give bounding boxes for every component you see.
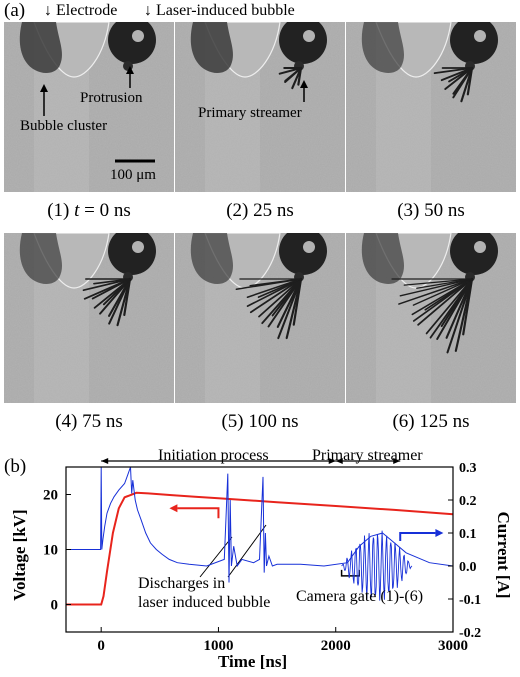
frame-caption-4: (4) 75 ns (55, 411, 123, 432)
primary-streamer-label: Primary streamer (312, 447, 423, 464)
initiation-arrowhead-left (101, 458, 109, 464)
initiation-arrowhead-right (328, 458, 336, 464)
chart-annotations (101, 458, 444, 578)
x-axis-label: Time [ns] (218, 652, 288, 671)
discharges-label-2: laser induced bubble (138, 594, 271, 611)
series-line-current (66, 466, 454, 583)
part-a-label: (a) (4, 0, 26, 21)
frame-caption-1: (1) t = 0 ns (47, 200, 131, 221)
frame-caption-6: (6) 125 ns (392, 411, 470, 432)
y-left-tick-label: 0 (51, 598, 59, 614)
chart-axes: 0 1000 2000 3000 0 10 20 -0.2 -0.1 0.0 0.1 0.2 0.3 (43, 461, 481, 654)
y-right-tick-label: 0.0 (459, 560, 477, 575)
discharge-pointer-2 (227, 524, 267, 578)
y-left-tick-label: 20 (43, 488, 58, 504)
part-b-label: (b) (4, 456, 27, 477)
camera-gate-label: Camera gate (1)-(6) (296, 588, 424, 605)
frame-image-6 (346, 233, 516, 403)
frame-image-4 (4, 233, 174, 403)
voltage-axis-pointer (177, 507, 220, 519)
current-axis-pointer (399, 532, 436, 541)
primary-arrowhead-left (335, 458, 343, 464)
voltage-pointer-head (169, 504, 178, 513)
primary-arrowhead-right (393, 458, 401, 464)
laser-bubble-label-text: Laser-induced bubble (156, 2, 295, 19)
series-line-voltage (66, 491, 454, 606)
frame-image-2 (175, 22, 345, 192)
protrusion-annotation: Protrusion (80, 90, 143, 106)
y-right-tick-label: -0.2 (459, 626, 481, 641)
frame-caption-3: (3) 50 ns (397, 200, 465, 221)
current-pointer-head (435, 529, 444, 537)
y-left-tick-label: 10 (43, 543, 58, 559)
discharge-pointer-1 (199, 536, 233, 578)
frame-image-5 (175, 233, 345, 403)
frame-image-1 (4, 22, 174, 192)
electrode-label-text: Electrode (56, 2, 118, 19)
scale-bar-label: 100 μm (110, 167, 156, 183)
y-right-tick-label: 0.3 (459, 461, 477, 476)
chart-plot-area (66, 466, 454, 606)
x-tick-label: 1000 (203, 638, 233, 654)
y-right-tick-label: -0.1 (459, 593, 481, 608)
frame-caption-2: (2) 25 ns (226, 200, 294, 221)
primary-streamer-annotation: Primary streamer (198, 105, 302, 121)
y-axis-right-label: Current [A] (494, 511, 513, 599)
camera-gate-oscillation (341, 530, 413, 601)
x-tick-label: 3000 (438, 638, 468, 654)
initiation-label: Initiation process (158, 447, 269, 464)
discharges-label-1: Discharges in (138, 575, 226, 592)
y-axis-left-label: Voltage [kV] (10, 509, 29, 601)
x-tick-label: 0 (97, 638, 105, 654)
frame-caption-5: (5) 100 ns (221, 411, 299, 432)
y-right-tick-label: 0.1 (459, 527, 477, 542)
laser-bubble-label: ↓ Laser-induced bubble (144, 2, 295, 19)
bubble-cluster-annotation: Bubble cluster (20, 118, 108, 134)
x-tick-label: 2000 (321, 638, 351, 654)
y-right-tick-label: 0.2 (459, 494, 477, 509)
frame-image-3 (346, 22, 516, 192)
voltage-current-chart: 0 1000 2000 3000 0 10 20 -0.2 -0.1 0.0 0.1 0.2 0.3 (43, 458, 481, 654)
electrode-label: ↓ Electrode (44, 2, 118, 19)
